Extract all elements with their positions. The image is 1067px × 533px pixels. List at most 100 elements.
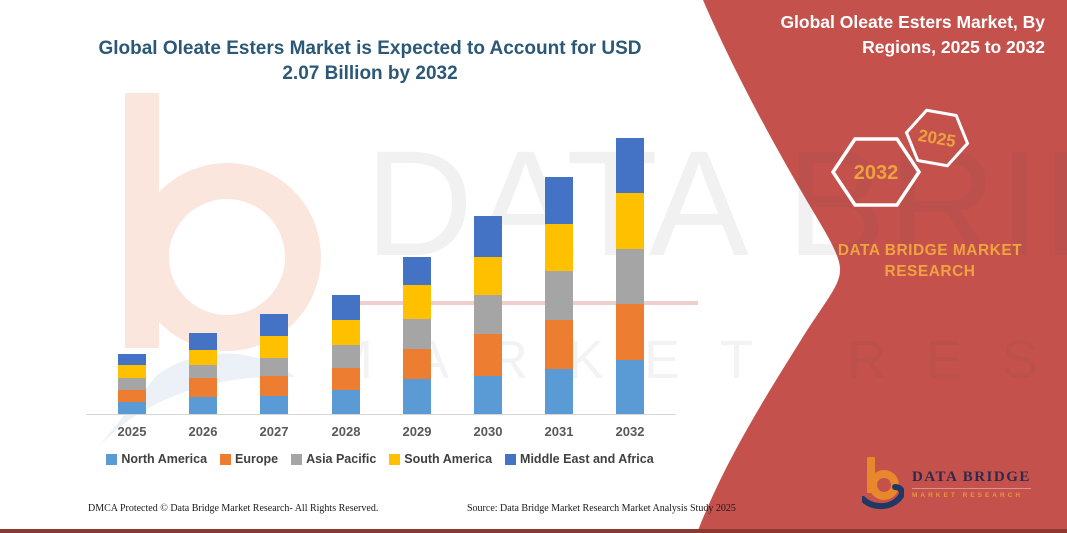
x-axis-label-2031: 2031 <box>544 424 574 439</box>
bar-segment-europe <box>474 334 502 376</box>
x-axis-label-2025: 2025 <box>117 424 147 439</box>
bar-2029 <box>403 257 431 414</box>
side-panel-shape <box>697 0 1067 533</box>
bar-segment-europe <box>616 304 644 360</box>
bar-2025 <box>118 354 146 414</box>
bar-segment-south-america <box>118 365 146 378</box>
logo-text-block: DATA BRIDGE MARKET RESEARCH <box>912 469 1031 499</box>
hexagon-2032-label: 2032 <box>854 162 899 184</box>
chart-title: Global Oleate Esters Market is Expected … <box>70 36 670 86</box>
logo-b-bowl <box>869 470 899 500</box>
legend-label: Europe <box>235 452 279 466</box>
x-axis-label-2032: 2032 <box>615 424 645 439</box>
bar-segment-middle-east-and-africa <box>616 138 644 193</box>
chart-legend: North America Europe Asia Pacific South Ame… <box>80 452 680 466</box>
bar-segment-south-america <box>189 350 217 365</box>
logo-separator <box>912 488 1031 489</box>
brand-wordmark: DATA BRIDGE MARKET RESEARCH <box>800 240 1060 282</box>
brand-line2: RESEARCH <box>884 263 976 280</box>
bar-segment-asia-pacific <box>189 365 217 378</box>
bar-segment-asia-pacific <box>474 295 502 334</box>
bar-segment-north-america <box>616 360 644 414</box>
watermark-divider <box>348 301 698 305</box>
bar-segment-south-america <box>403 285 431 319</box>
bar-segment-south-america <box>474 257 502 295</box>
bottom-accent-bar <box>0 529 1067 533</box>
bar-segment-europe <box>260 376 288 396</box>
x-axis-label-2026: 2026 <box>188 424 218 439</box>
legend-swatch-icon <box>505 453 517 465</box>
x-axis-label-2029: 2029 <box>402 424 432 439</box>
logo-name: DATA BRIDGE <box>912 469 1031 485</box>
side-panel-heading: Global Oleate Esters Market, By Regions,… <box>780 12 1045 57</box>
legend-item-asia-pacific: Asia Pacific <box>291 452 376 466</box>
legend-swatch-icon <box>389 453 401 465</box>
bar-segment-middle-east-and-africa <box>260 314 288 336</box>
hexagon-2032 <box>830 137 922 207</box>
bar-segment-north-america <box>545 369 573 414</box>
legend-swatch-icon <box>106 453 118 465</box>
bar-segment-asia-pacific <box>616 249 644 304</box>
year-hexagons: 2032 2025 <box>830 108 970 207</box>
bar-segment-north-america <box>474 376 502 414</box>
bar-2032 <box>616 138 644 414</box>
footer-dmca-text: DMCA Protected © Data Bridge Market Rese… <box>88 503 379 514</box>
bar-segment-europe <box>403 349 431 379</box>
x-axis-label-2027: 2027 <box>259 424 289 439</box>
bar-segment-south-america <box>332 320 360 345</box>
bar-segment-middle-east-and-africa <box>189 333 217 350</box>
hexagon-2025 <box>904 108 970 168</box>
bar-2030 <box>474 216 502 414</box>
bar-segment-north-america <box>403 379 431 414</box>
logo-swoosh <box>862 484 904 510</box>
bar-segment-middle-east-and-africa <box>403 257 431 285</box>
bar-segment-europe <box>189 378 217 397</box>
legend-item-north-america: North America <box>106 452 207 466</box>
bar-segment-middle-east-and-africa <box>474 216 502 257</box>
bar-2028 <box>332 295 360 414</box>
bar-segment-middle-east-and-africa <box>545 177 573 224</box>
watermark-b-bowl <box>133 163 321 351</box>
legend-swatch-icon <box>291 453 303 465</box>
bar-segment-north-america <box>260 396 288 414</box>
x-axis-label-2028: 2028 <box>331 424 361 439</box>
bar-segment-europe <box>332 368 360 390</box>
bar-segment-asia-pacific <box>260 358 288 376</box>
bar-segment-south-america <box>260 336 288 358</box>
legend-swatch-icon <box>220 453 232 465</box>
logo-tagline: MARKET RESEARCH <box>912 492 1024 499</box>
x-axis-label-2030: 2030 <box>473 424 503 439</box>
chart-title-text: Global Oleate Esters Market is Expected … <box>98 38 642 84</box>
bar-segment-north-america <box>118 402 146 414</box>
data-bridge-logo: DATA BRIDGE MARKET RESEARCH <box>862 452 1057 516</box>
bar-2031 <box>545 177 573 414</box>
legend-label: Asia Pacific <box>306 452 377 466</box>
bar-segment-europe <box>118 390 146 402</box>
bar-segment-europe <box>545 320 573 369</box>
legend-item-europe: Europe <box>220 452 278 466</box>
data-bridge-b-icon <box>862 457 904 510</box>
bar-segment-south-america <box>616 193 644 249</box>
bar-segment-asia-pacific <box>545 271 573 320</box>
bar-segment-south-america <box>545 224 573 271</box>
legend-label: Middle East and Africa <box>520 452 654 466</box>
bar-2027 <box>260 314 288 414</box>
watermark-line2: MARKET RESEARCH <box>328 330 1067 390</box>
bar-segment-asia-pacific <box>118 378 146 390</box>
legend-item-south-america: South America <box>389 452 492 466</box>
footer-source-text: Source: Data Bridge Market Research Mark… <box>467 503 736 514</box>
bar-segment-north-america <box>189 397 217 414</box>
bar-segment-asia-pacific <box>403 319 431 349</box>
bar-chart: 2025 2026 2027 2028 2029 2030 2031 2032 <box>86 138 676 439</box>
bar-segment-asia-pacific <box>332 345 360 368</box>
legend-label: South America <box>404 452 493 466</box>
brand-line1: DATA BRIDGE MARKET <box>837 242 1023 259</box>
bar-segment-middle-east-and-africa <box>118 354 146 365</box>
x-axis-line <box>86 414 676 415</box>
legend-item-middle-east-and-africa: Middle East and Africa <box>505 452 654 466</box>
bar-2026 <box>189 333 217 414</box>
legend-label: North America <box>121 452 208 466</box>
bar-segment-north-america <box>332 390 360 414</box>
